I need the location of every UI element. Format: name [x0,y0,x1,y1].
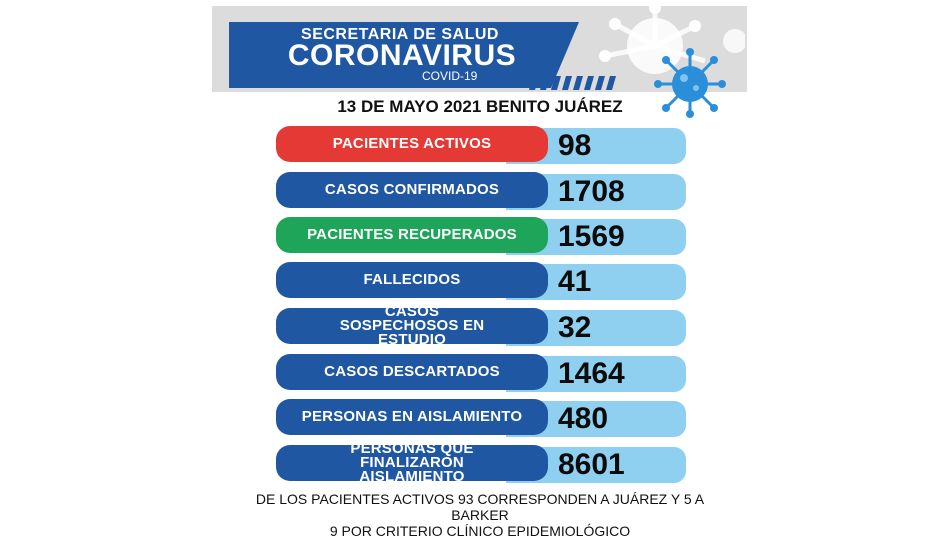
stat-label: CASOS SOSPECHOSOS EN ESTUDIO [276,304,548,347]
stat-value: 32 [558,311,592,344]
stat-row-suspected: CASOS SOSPECHOSOS EN ESTUDIO 32 [276,304,686,348]
stat-label: PACIENTES RECUPERADOS [276,217,548,253]
stat-value: 1464 [558,357,625,390]
stat-row-recovered: PACIENTES RECUPERADOS 1569 [276,217,686,257]
stat-value: 480 [558,402,609,435]
stat-label: PACIENTES ACTIVOS [276,126,548,162]
stat-value: 41 [558,265,592,298]
stat-label: CASOS DESCARTADOS [276,354,548,390]
stat-value: 98 [558,129,592,162]
stat-row-finished-isolation: PERSONAS QUE FINALIZARON AISLAMIENTO 860… [276,441,686,485]
stat-row-confirmed: CASOS CONFIRMADOS 1708 [276,172,686,212]
footer-line-2: 9 POR CRITERIO CLÍNICO EPIDEMIOLÓGICO [329,523,631,539]
header-subtitle: SECRETARIA DE SALUD [301,26,499,43]
stat-label: FALLECIDOS [276,262,548,298]
stat-label: CASOS CONFIRMADOS [276,172,548,208]
footer-line-1: DE LOS PACIENTES ACTIVOS 93 CORRESPONDEN… [255,491,705,523]
stat-label: PERSONAS QUE FINALIZARON AISLAMIENTO [276,441,548,484]
stat-row-active: PACIENTES ACTIVOS 98 [276,126,686,166]
stat-row-discarded: CASOS DESCARTADOS 1464 [276,354,686,394]
title-banner [229,22,579,88]
virus-icon [654,48,726,118]
stat-row-deceased: FALLECIDOS 41 [276,262,686,302]
stat-row-isolation: PERSONAS EN AISLAMIENTO 480 [276,399,686,439]
header-tag: COVID-19 [422,69,478,83]
stat-label: PERSONAS EN AISLAMIENTO [276,399,548,435]
stat-value: 8601 [558,448,625,481]
date-location: 13 DE MAYO 2021 BENITO JUÁREZ [337,97,623,116]
footer-note: DE LOS PACIENTES ACTIVOS 93 CORRESPONDEN… [240,491,720,539]
stat-value: 1569 [558,220,625,253]
decorative-stripes [529,76,616,90]
header-title: CORONAVIRUS [287,39,517,72]
stat-value: 1708 [558,175,625,208]
virus-icon-large [599,6,745,74]
